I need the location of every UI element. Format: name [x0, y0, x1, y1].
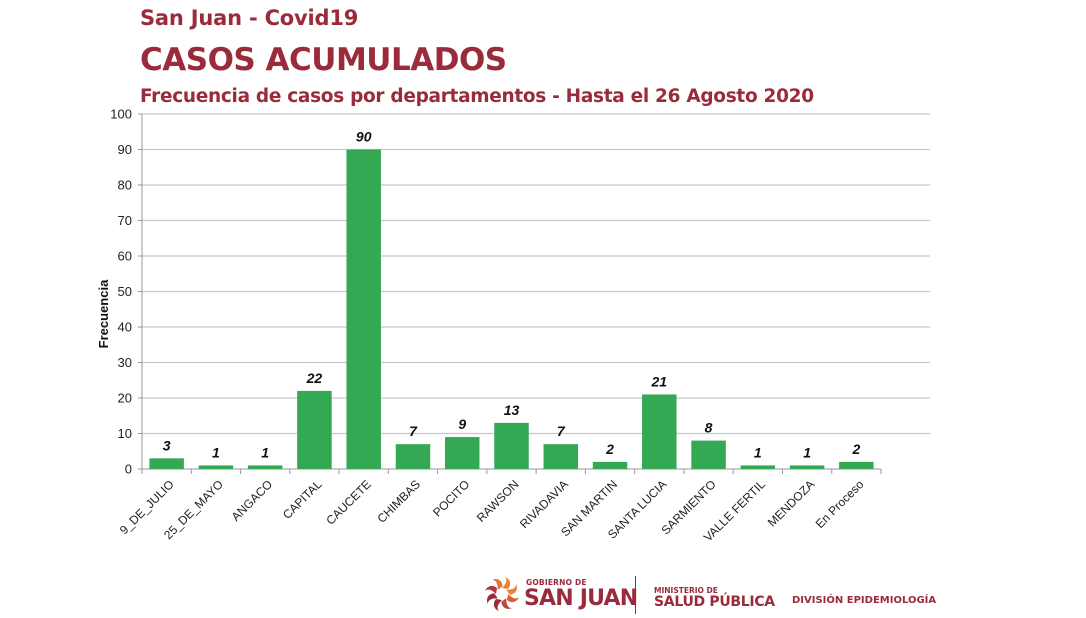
y-tick-label: 100 — [110, 107, 132, 122]
bar — [740, 465, 776, 469]
ministry-small-label: MINISTERIO DE — [654, 586, 718, 595]
data-label: 22 — [306, 370, 323, 386]
axes — [138, 113, 882, 474]
bar — [839, 461, 874, 469]
y-tick-label: 60 — [118, 249, 132, 264]
data-label: 1 — [754, 444, 762, 460]
footer: GOBIERNO DE SAN JUAN MINISTERIO DE SALUD… — [484, 574, 944, 618]
division-name: DIVISIÓN EPIDEMIOLOGÍA — [792, 595, 937, 606]
bars — [149, 149, 874, 469]
y-axis-label: Frecuencia — [96, 279, 111, 348]
footer-divider — [635, 576, 636, 614]
page-title: CASOS ACUMULADOS — [140, 42, 507, 78]
x-tick-label: RAWSON — [474, 477, 522, 525]
y-tick-label: 30 — [118, 355, 132, 370]
chart-title: Frecuencia de casos por departamentos - … — [140, 86, 814, 107]
bar — [444, 437, 480, 469]
data-label: 21 — [651, 373, 668, 389]
data-label: 3 — [163, 437, 171, 453]
data-label: 7 — [557, 423, 566, 439]
x-tick-label: POCITO — [430, 477, 472, 519]
x-tick-label: MENDOZA — [765, 477, 817, 529]
data-label: 2 — [851, 441, 860, 457]
bar — [789, 465, 825, 469]
bar-chart: 3 1 1 22 90 7 9 13 7 2 21 8 1 1 2 9_DE_JULIO25_DE_MAYO… — [96, 107, 930, 544]
data-label: 7 — [409, 423, 418, 439]
x-tick-label: CHIMBAS — [375, 477, 424, 526]
y-tick-label: 70 — [118, 213, 132, 228]
header-subtitle-region: San Juan - Covid19 — [140, 6, 359, 30]
data-label: 90 — [356, 129, 372, 145]
bar — [198, 465, 234, 469]
y-tick-label: 10 — [118, 426, 132, 441]
y-tick-label: 40 — [118, 320, 132, 335]
bar — [543, 444, 579, 469]
bar — [691, 440, 726, 469]
data-label: 13 — [504, 402, 520, 418]
data-label: 1 — [212, 444, 220, 460]
data-label: 2 — [605, 441, 614, 457]
x-tick-label: ANGACO — [229, 477, 276, 524]
bar — [247, 465, 283, 469]
y-tick-label: 20 — [118, 391, 132, 406]
bar — [592, 461, 628, 469]
data-label: 8 — [705, 420, 713, 436]
x-tick-label: En Proceso — [813, 477, 867, 531]
bar — [346, 149, 381, 469]
data-label: 1 — [261, 444, 269, 460]
x-tick-label: RIVADAVIA — [517, 477, 571, 531]
gridlines — [142, 113, 930, 435]
y-tick-label: 90 — [118, 142, 132, 157]
san-juan-sun-logo-icon — [485, 577, 519, 611]
data-labels: 3 1 1 22 90 7 9 13 7 2 21 8 1 1 2 — [163, 129, 861, 461]
bar — [642, 394, 677, 469]
bar — [494, 422, 529, 469]
x-tick-label: CAUCETE — [323, 477, 373, 527]
x-tick-label: CAPITAL — [280, 477, 325, 522]
bar — [395, 444, 431, 469]
y-tick-label: 0 — [125, 462, 132, 477]
bar — [297, 390, 332, 469]
gov-name: SAN JUAN — [524, 586, 638, 611]
ministry-name: SALUD PÚBLICA — [654, 594, 775, 610]
gov-small-label: GOBIERNO DE — [526, 578, 587, 587]
data-label: 1 — [803, 444, 811, 460]
y-tick-label: 50 — [118, 284, 132, 299]
y-tick-label: 80 — [118, 178, 132, 193]
data-label: 9 — [458, 416, 466, 432]
bar — [149, 458, 184, 469]
y-tick-labels: 0 10 20 30 40 50 60 70 80 90 100 — [110, 107, 132, 477]
